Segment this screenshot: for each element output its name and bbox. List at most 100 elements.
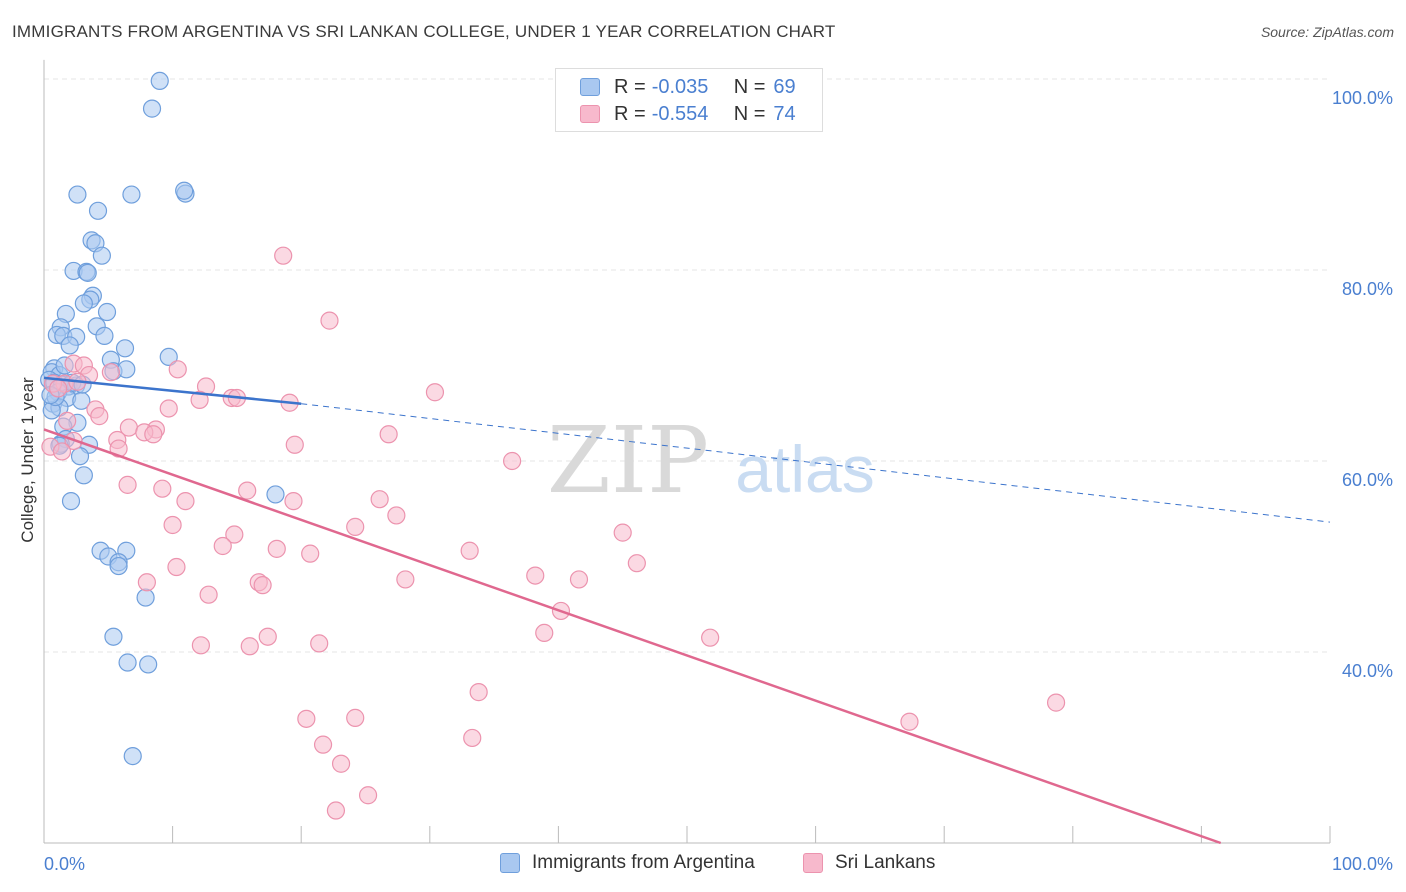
srilankan-point: [535, 623, 554, 643]
y-tick-label: 100.0%: [1332, 88, 1393, 108]
srilankan-point: [144, 425, 163, 444]
legend-r-label: R =: [614, 75, 646, 98]
srilankan-point: [238, 481, 257, 500]
correlation-legend: R = -0.035 N = 69 R = -0.554 N = 74: [555, 68, 823, 132]
argentina-point: [118, 653, 137, 672]
srilankan-point: [526, 566, 545, 585]
srilankan-point: [284, 492, 303, 511]
legend-swatch-pink: [803, 853, 823, 873]
legend-label-srilankans: Sri Lankans: [835, 852, 936, 873]
watermark: ZIP atlas: [547, 407, 875, 514]
srilankan-point: [199, 585, 218, 604]
argentina-trend-dashed: [301, 403, 1331, 523]
srilankan-point: [613, 523, 632, 542]
srilankan-point: [701, 628, 720, 647]
argentina-point: [115, 339, 135, 358]
data-points: [40, 71, 1066, 820]
legend-r-value: -0.035: [651, 75, 709, 98]
srilankan-point: [900, 712, 919, 731]
axis-labels: 40.0% 60.0% 80.0% 100.0% 0.0% 100.0% College, …: [18, 88, 1393, 874]
srilankan-point: [274, 246, 293, 265]
srilankan-point: [463, 728, 482, 748]
srilankan-point: [190, 390, 209, 409]
legend-row-srilankan: R = -0.554 N = 74: [580, 102, 796, 126]
watermark-atlas: atlas: [735, 432, 874, 506]
srilankan-point: [469, 683, 488, 702]
argentina-point: [109, 556, 128, 576]
y-axis-title: College, Under 1 year: [18, 377, 37, 543]
legend-r-value: -0.554: [651, 102, 709, 125]
legend-row-argentina: R = -0.035 N = 69: [580, 75, 796, 99]
argentina-point: [139, 655, 158, 674]
srilankan-point: [346, 517, 365, 536]
srilankan-point: [258, 627, 277, 646]
srilankan-point: [627, 554, 646, 573]
legend-label-argentina: Immigrants from Argentina: [532, 852, 755, 873]
argentina-point: [104, 627, 123, 646]
srilankan-point: [301, 544, 320, 563]
argentina-point: [61, 492, 81, 511]
srilankan-point: [137, 573, 156, 592]
srilankan-trend: [43, 428, 1222, 845]
srilankan-point: [379, 425, 398, 444]
srilankan-point: [168, 360, 187, 379]
srilankan-point: [331, 754, 351, 773]
legend-n-value: 74: [773, 102, 796, 125]
legend-r-label: R =: [614, 102, 646, 125]
srilankan-point: [310, 634, 329, 653]
srilankan-point: [176, 492, 195, 511]
srilankan-point: [267, 539, 286, 558]
srilankan-point: [118, 475, 137, 494]
argentina-point: [74, 466, 93, 485]
srilankan-point: [90, 407, 109, 426]
srilankan-point: [370, 490, 389, 509]
srilankan-point: [49, 379, 68, 398]
argentina-trend-solid: [43, 376, 302, 405]
srilankan-point: [425, 383, 445, 402]
watermark-zip: ZIP: [547, 407, 709, 514]
argentina-point: [88, 201, 108, 220]
srilankan-point: [503, 451, 522, 471]
srilankan-point: [191, 636, 210, 655]
legend-item-srilankans[interactable]: Sri Lankans: [803, 852, 935, 874]
srilankan-point: [320, 311, 339, 330]
legend-swatch-pink: [580, 105, 600, 123]
srilankan-point: [253, 576, 272, 595]
argentina-point: [150, 71, 169, 91]
argentina-point: [78, 263, 97, 282]
argentina-point: [70, 447, 90, 466]
legend-swatch-blue: [500, 853, 520, 873]
argentina-point: [117, 360, 136, 379]
argentina-point: [136, 588, 155, 607]
argentina-point: [60, 336, 79, 355]
y-tick-label: 40.0%: [1342, 661, 1393, 681]
srilankan-point: [225, 525, 244, 544]
srilankan-point: [52, 442, 72, 461]
argentina-point: [123, 746, 142, 766]
legend-item-argentina[interactable]: Immigrants from Argentina: [500, 852, 755, 874]
srilankan-point: [163, 515, 182, 535]
srilankan-point: [153, 479, 172, 498]
argentina-point: [122, 185, 141, 204]
srilankan-point: [101, 363, 120, 382]
chart-title: IMMIGRANTS FROM ARGENTINA VS SRI LANKAN …: [12, 22, 836, 41]
srilankan-point: [109, 439, 128, 458]
gridlines: [44, 78, 1330, 653]
srilankan-point: [297, 709, 316, 728]
srilankan-point: [396, 570, 415, 589]
srilankan-point: [387, 506, 406, 525]
srilankan-point: [460, 541, 479, 560]
srilankan-point: [313, 735, 333, 754]
x-tick-label: 100.0%: [1332, 854, 1393, 874]
argentina-point: [92, 246, 111, 265]
argentina-point: [68, 185, 87, 204]
srilankan-point: [569, 570, 589, 589]
argentina-point: [142, 99, 162, 118]
argentina-point: [175, 181, 194, 200]
legend-n-label: N =: [733, 75, 766, 98]
srilankan-point: [213, 536, 232, 556]
srilankan-point: [346, 708, 365, 727]
argentina-point: [159, 347, 178, 367]
y-tick-label: 60.0%: [1342, 470, 1393, 490]
